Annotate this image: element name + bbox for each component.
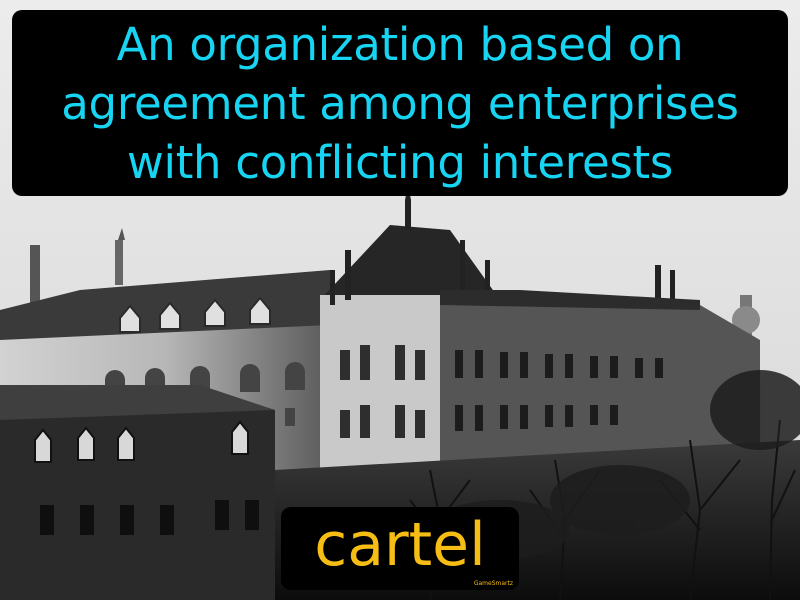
term-word: cartel	[314, 509, 486, 580]
definition-line: with conflicting interests	[127, 135, 673, 189]
definition-line: agreement among enterprises	[61, 76, 739, 130]
term-panel: cartel GameSmartz	[281, 507, 519, 590]
definition-panel: An organization based on agreement among…	[12, 10, 788, 196]
brand-logo: GameSmartz	[473, 580, 513, 587]
definition-text: An organization based on agreement among…	[61, 15, 739, 192]
definition-line: An organization based on	[116, 17, 684, 71]
